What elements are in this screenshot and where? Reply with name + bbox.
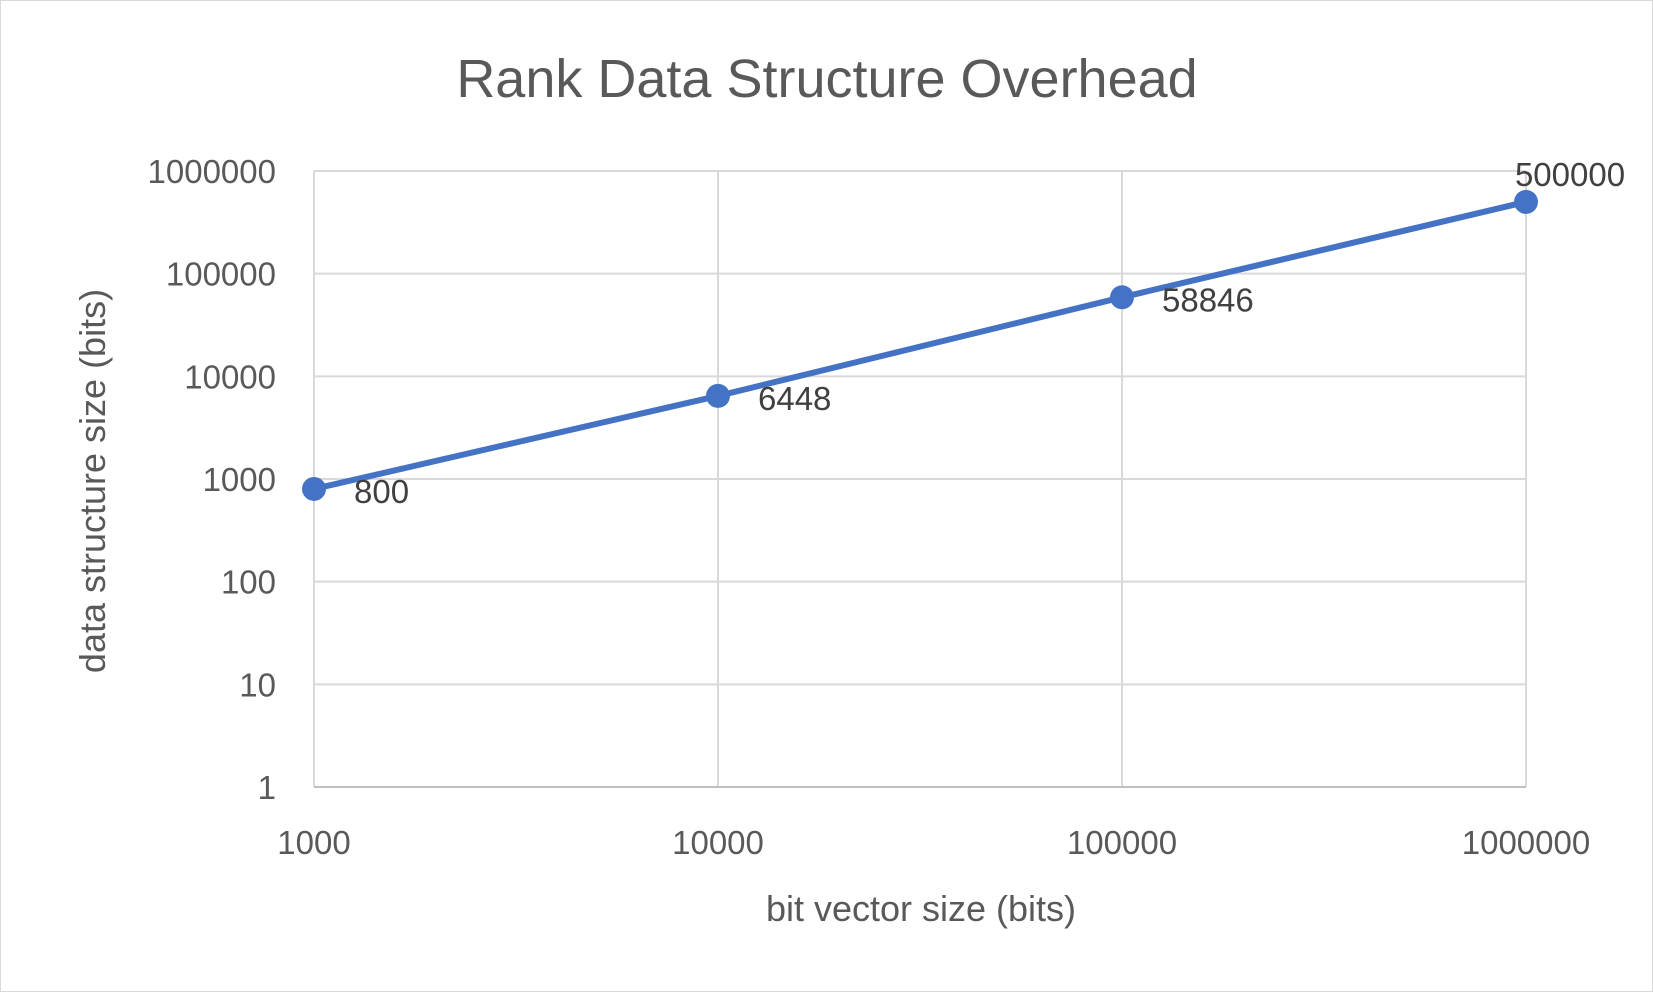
data-label: 500000 bbox=[1515, 156, 1625, 193]
data-point bbox=[302, 476, 326, 501]
data-label: 58846 bbox=[1162, 281, 1254, 318]
y-tick-label: 100 bbox=[221, 564, 276, 601]
y-tick-label: 10 bbox=[239, 666, 276, 703]
gridlines bbox=[313, 170, 1527, 787]
x-tick-label: 100000 bbox=[1067, 824, 1177, 861]
x-tick-label: 1000 bbox=[277, 824, 350, 861]
data-point bbox=[706, 383, 730, 408]
x-tick-label: 1000000 bbox=[1462, 824, 1590, 861]
x-tick-label: 10000 bbox=[672, 824, 764, 861]
data-point bbox=[1514, 189, 1538, 214]
tick-labels: 1 10 100 1000 10000 100000 1000000 1000 10000 100… bbox=[148, 153, 1591, 861]
y-tick-label: 10000 bbox=[184, 358, 276, 395]
series-line bbox=[311, 198, 1529, 492]
data-label: 800 bbox=[354, 473, 409, 510]
y-tick-label: 100000 bbox=[166, 256, 276, 293]
data-label: 6448 bbox=[758, 380, 831, 417]
data-point bbox=[1110, 285, 1134, 310]
y-tick-label: 1000000 bbox=[148, 153, 276, 190]
x-axis-title: bit vector size (bits) bbox=[766, 888, 1076, 929]
data-labels: 800 6448 58846 500000 bbox=[354, 156, 1625, 510]
y-tick-label: 1000 bbox=[203, 461, 276, 498]
y-tick-label: 1 bbox=[258, 769, 276, 806]
series bbox=[302, 189, 1538, 501]
chart-title: Rank Data Structure Overhead bbox=[456, 49, 1197, 109]
y-axis-title: data structure size (bits) bbox=[72, 289, 113, 673]
